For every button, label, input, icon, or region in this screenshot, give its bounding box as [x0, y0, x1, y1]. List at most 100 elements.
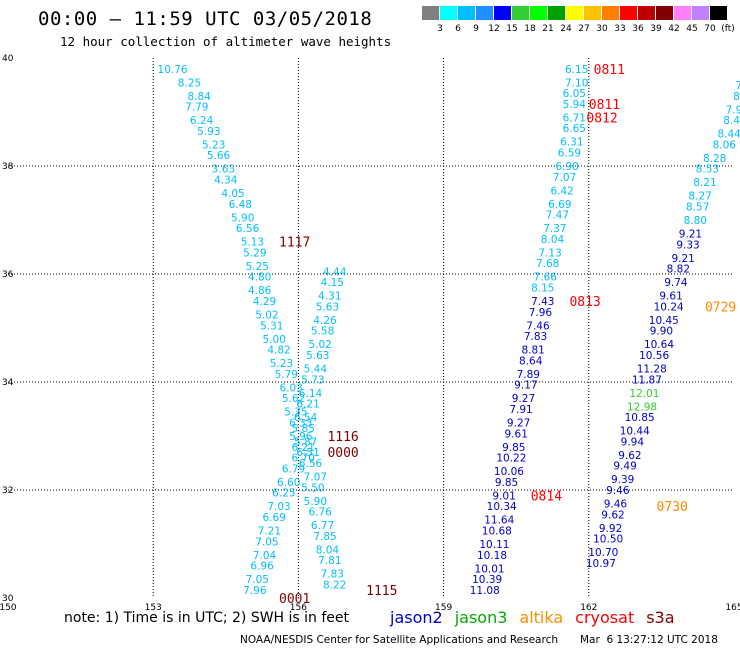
color-scale-label: 42 [668, 24, 680, 34]
pass-time-label: 1117 [279, 236, 310, 251]
wave-height-point: 8.21 [693, 177, 716, 189]
wave-height-point: 7.47 [546, 210, 569, 222]
wave-height-point: 10.24 [654, 301, 684, 313]
color-scale-swatch [674, 6, 691, 20]
wave-height-point: 4.34 [214, 175, 238, 187]
wave-height-point: 10.39 [472, 574, 502, 586]
wave-height-point: 8.53 [696, 164, 719, 176]
wave-height-point: 9.46 [604, 499, 628, 511]
color-scale-swatch [548, 6, 565, 20]
wave-height-point: 9.17 [514, 380, 537, 392]
wave-height-point: 7 [735, 80, 740, 92]
wave-height-point: 7.85 [313, 531, 336, 543]
wave-height-point: 7.21 [258, 526, 281, 538]
x-tick-label: 156 [290, 603, 307, 613]
wave-height-point: 9.46 [606, 485, 630, 497]
wave-height-point: 6.79 [282, 463, 305, 475]
wave-height-point: 6.77 [311, 520, 334, 532]
wave-height-point: 7.96 [243, 585, 267, 597]
wave-height-point: 9.33 [676, 239, 699, 251]
wave-height-point: 6.56 [236, 223, 260, 235]
pass-time-label: 0000 [327, 446, 358, 461]
wave-height-point: 6.60 [277, 477, 300, 489]
footer-timestamp: Mar 6 13:27:12 UTC 2018 [580, 634, 718, 646]
wave-height-point: 9.61 [659, 291, 682, 303]
wave-height-point: 9.39 [611, 474, 634, 486]
x-tick-label: 159 [435, 603, 452, 613]
wave-height-point: 5.94 [563, 99, 587, 111]
wave-height-point: 5.31 [260, 320, 283, 332]
wave-height-point: 5.63 [306, 350, 329, 362]
pass-time-label: 0729 [705, 300, 736, 315]
wave-height-point: 7.07 [304, 472, 327, 484]
wave-height-point: 10.56 [639, 350, 669, 362]
wave-height-point: 5.29 [243, 247, 266, 259]
wave-height-point: 8.44 [717, 129, 740, 141]
wave-height-point: 10.50 [593, 534, 623, 546]
wave-height-point: 5.23 [270, 358, 293, 370]
wave-height-point: 4.31 [318, 291, 341, 303]
wave-height-point: 8.15 [531, 283, 554, 295]
wave-height-point: 6.56 [299, 458, 323, 470]
color-scale-swatch [692, 6, 709, 20]
wave-height-point: 6.21 [292, 442, 315, 454]
notes-text: note: 1) Time is in UTC; 2) SWH is in fe… [64, 610, 350, 626]
wave-height-point: 6.42 [550, 185, 573, 197]
wave-height-point: 8.22 [323, 580, 346, 592]
color-scale-label: 30 [596, 24, 608, 34]
pass-time-label: 0811 [589, 98, 620, 113]
wave-height-point: 7.68 [536, 258, 559, 270]
wave-height-point: 5.96 [289, 431, 313, 443]
color-scale-swatch [710, 6, 727, 20]
wave-height-point: 10.97 [586, 558, 616, 570]
wave-height-point: 5.93 [197, 126, 220, 138]
wave-height-point: 7.91 [509, 404, 532, 416]
satellite-legend: jason2 jason3 altika cryosat s3a [390, 608, 687, 627]
wave-height-point: 8.4 [723, 115, 740, 127]
wave-height-point: 8 [733, 91, 740, 103]
wave-height-point: 9.62 [618, 450, 641, 462]
y-tick-label: 38 [2, 162, 14, 172]
wave-height-point: 8.25 [178, 77, 201, 89]
wave-height-point: 5.25 [246, 261, 269, 273]
y-tick-label: 36 [2, 270, 14, 280]
color-scale-swatch [602, 6, 619, 20]
wave-height-point: 10.44 [620, 426, 650, 438]
wave-height-point: 5.02 [308, 339, 331, 351]
wave-height-point: 5.66 [207, 150, 231, 162]
y-tick-label: 40 [2, 54, 14, 64]
wave-height-point: 6.03 [279, 382, 302, 394]
wave-height-point: 7.79 [185, 102, 208, 114]
wave-height-point: 5.79 [275, 369, 298, 381]
color-scale-label: 45 [686, 24, 698, 34]
wave-height-point: 4.86 [248, 285, 272, 297]
wave-height-point: 5.62 [282, 393, 305, 405]
color-scale-swatch [476, 6, 493, 20]
color-scale-label: 21 [542, 24, 554, 34]
pass-time-label: 0812 [586, 111, 617, 126]
points-layer: 10.768.258.847.796.245.935.235.663.634.3… [158, 64, 740, 597]
color-scale-swatch [422, 6, 439, 20]
wave-height-point: 6.65 [563, 123, 586, 135]
wave-height-point: 8.81 [521, 345, 544, 357]
wave-height-point: 5.02 [255, 310, 278, 322]
wave-height-point: 4.82 [267, 345, 290, 357]
wave-height-point: 4.80 [248, 272, 271, 284]
wave-height-point: 7.05 [255, 536, 278, 548]
wave-height-point: 11.64 [484, 515, 514, 527]
x-tick-label: 162 [580, 603, 597, 613]
wave-height-point: 10.06 [494, 466, 524, 478]
pass-time-label: 0814 [531, 489, 562, 504]
color-scale-label: 18 [524, 24, 536, 34]
color-scale-swatch [584, 6, 601, 20]
wave-height-point: 10.45 [649, 315, 679, 327]
color-scale-label: 3 [437, 24, 443, 34]
legend-entry-jason3: jason3 [454, 608, 508, 627]
wave-height-point: 6.70 [292, 453, 315, 465]
legend-entry-altika: altika [519, 608, 564, 627]
wave-height-point: 7.07 [553, 172, 576, 184]
wave-height-point: 4.29 [253, 296, 276, 308]
color-scale-swatch [440, 6, 457, 20]
wave-height-point: 5.90 [231, 212, 254, 224]
